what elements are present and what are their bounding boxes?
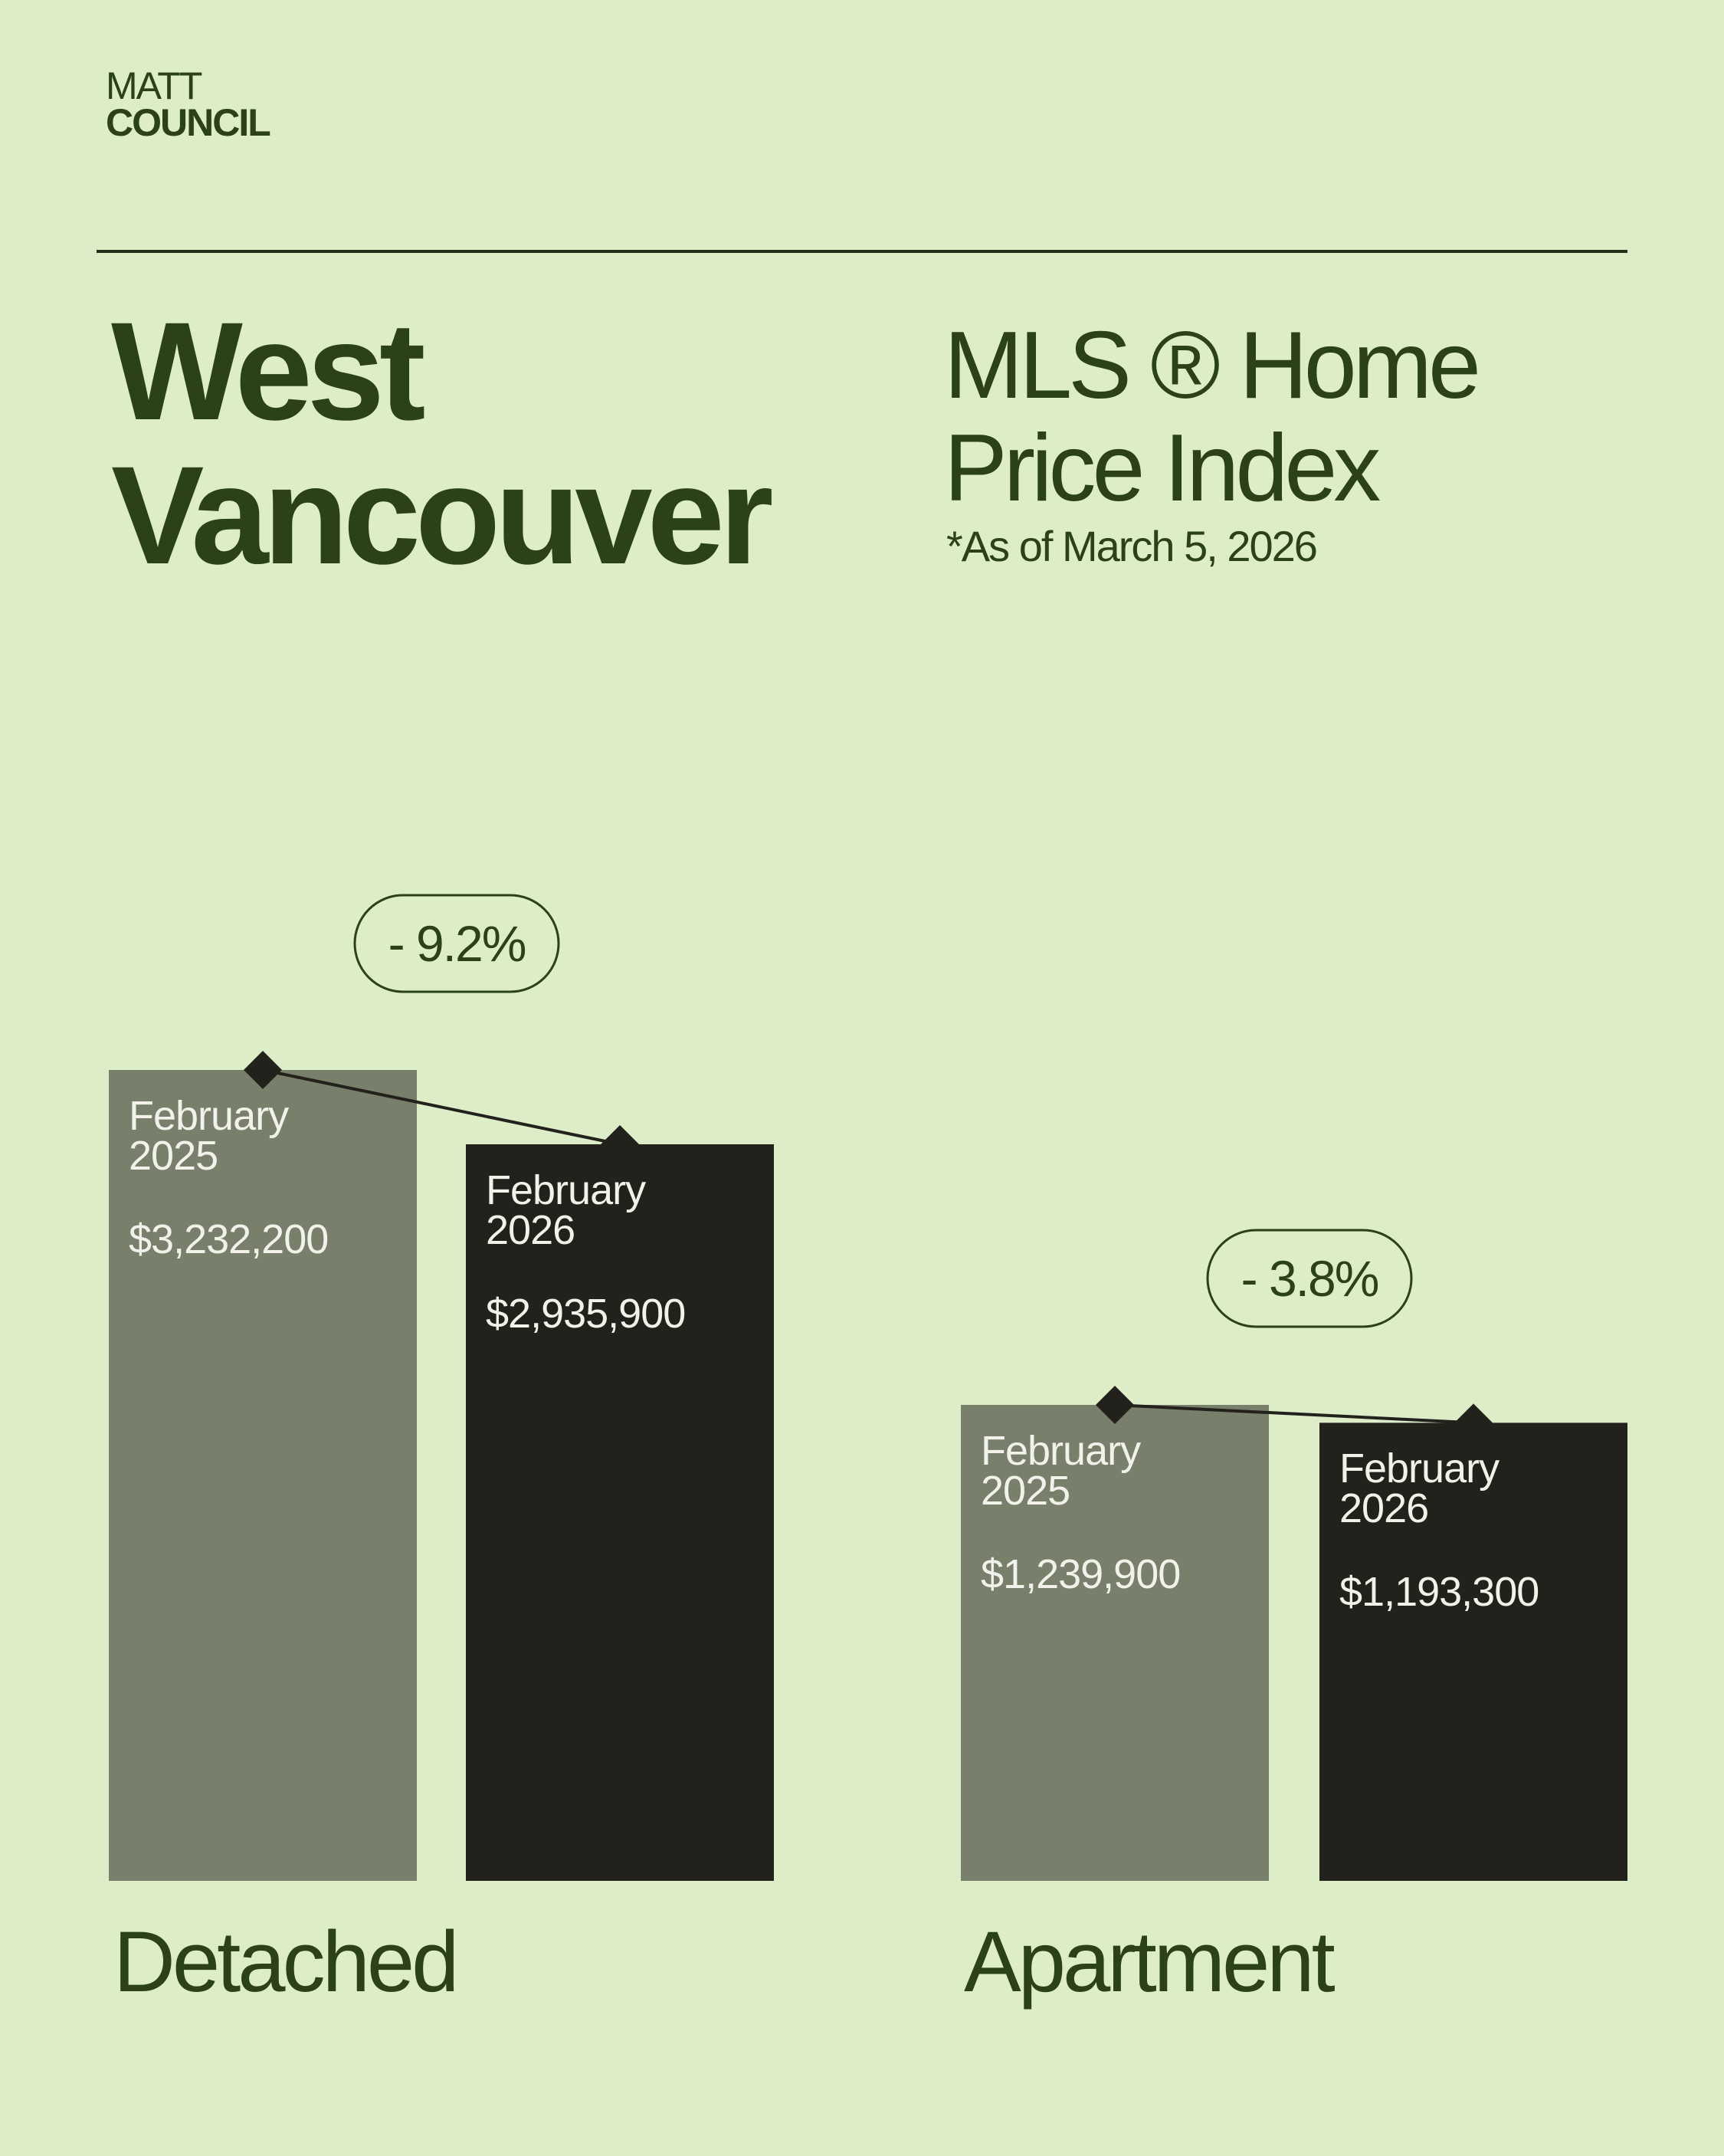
- series-name: February 2026: [1339, 1446, 1499, 1532]
- trend-line: [262, 1068, 621, 1146]
- trend-line: [1114, 1403, 1474, 1425]
- marker: [1454, 1403, 1493, 1442]
- value-label: $2,935,900: [486, 1290, 686, 1337]
- series-name: February 2026: [486, 1167, 646, 1253]
- bar: [109, 1070, 417, 1881]
- change-pill: [353, 894, 560, 993]
- heading: MLS ® Home Price Index: [944, 313, 1481, 521]
- bar-label: February 2025 $3,232,200: [129, 1093, 329, 1263]
- brand-line: MATT: [106, 64, 202, 107]
- value-label: $1,239,900: [981, 1551, 1181, 1597]
- bar: [961, 1405, 1269, 1881]
- marker: [244, 1051, 282, 1089]
- bar-label: February 2026 $1,193,300: [1339, 1446, 1539, 1616]
- title: West Vancouver: [111, 293, 774, 593]
- change-label: - 9.2%: [388, 915, 526, 972]
- category-label: Apartment: [964, 1914, 1336, 2010]
- category-label: Detached: [113, 1914, 456, 2010]
- bar: [1319, 1423, 1627, 1881]
- value-label: $1,193,300: [1339, 1569, 1539, 1616]
- brand-line: COUNCIL: [106, 101, 271, 144]
- note: *As of March 5, 2026: [946, 522, 1318, 570]
- marker: [601, 1124, 639, 1163]
- series-name: February 2025: [981, 1428, 1141, 1514]
- change-pill: [1206, 1229, 1413, 1328]
- value-label: $3,232,200: [129, 1216, 329, 1262]
- bar: [466, 1144, 774, 1881]
- series-name: February 2025: [129, 1093, 289, 1179]
- change-label: - 3.8%: [1241, 1250, 1378, 1307]
- marker: [1096, 1386, 1134, 1424]
- bar-label: February 2026 $2,935,900: [486, 1167, 686, 1337]
- divider: [97, 250, 1627, 253]
- bar-label: February 2025 $1,239,900: [981, 1428, 1181, 1598]
